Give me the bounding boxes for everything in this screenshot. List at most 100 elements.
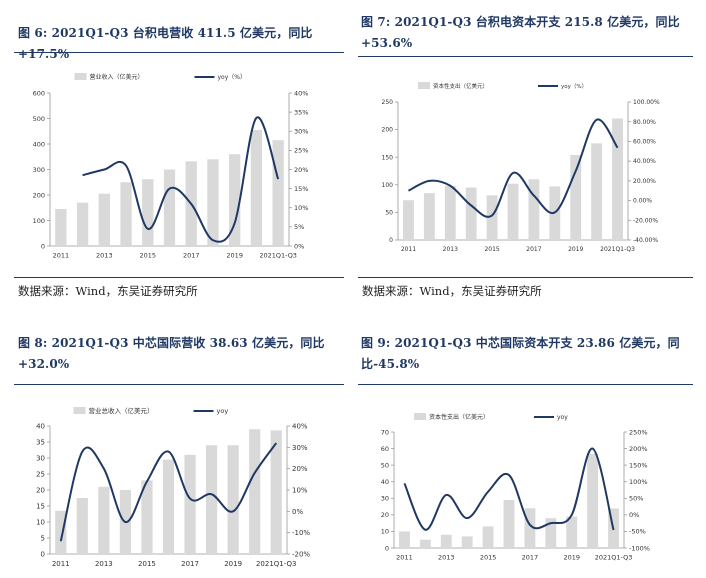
- bar: [524, 508, 536, 548]
- bar: [272, 140, 284, 246]
- legend-label-bar: 资本性支出（亿美元）: [429, 413, 489, 421]
- bar: [545, 518, 557, 548]
- bar: [566, 516, 578, 548]
- y-tick-label-left: 0: [385, 544, 389, 552]
- bar: [229, 154, 241, 246]
- y-tick-label-left: 150: [382, 154, 394, 161]
- y-tick-label-right: 100%: [629, 478, 648, 486]
- y-tick-label-left: 0: [389, 237, 393, 244]
- bar: [55, 209, 67, 246]
- y-tick-label-left: 250: [382, 99, 394, 106]
- bar: [141, 480, 153, 554]
- y-tick-label-left: 200: [382, 127, 394, 134]
- yoy-line: [407, 118, 619, 218]
- y-tick-label-right: 20.00%: [633, 178, 656, 185]
- y-tick-label-left: 35: [36, 438, 45, 446]
- y-tick-label-left: 40: [381, 478, 389, 486]
- x-tick-label: 2015: [480, 554, 497, 562]
- y-tick-label-right: -20%: [292, 550, 310, 558]
- y-tick-label-left: 50: [385, 210, 393, 217]
- title-rule: [14, 52, 344, 53]
- bar: [55, 510, 67, 554]
- bar: [399, 531, 410, 548]
- bar: [440, 534, 452, 548]
- bar: [503, 499, 515, 548]
- legend-label-line: yoy: [557, 414, 568, 421]
- x-tick-label: 2011: [396, 554, 413, 562]
- figure-title: 图 8: 2021Q1-Q3 中芯国际营收 38.63 亿美元，同比+32.0%: [18, 336, 325, 371]
- y-tick-label-right: -50%: [629, 528, 646, 536]
- x-tick-label: 2011: [53, 252, 70, 260]
- y-tick-label-left: 40: [36, 422, 45, 430]
- x-tick-label: 2011: [401, 246, 416, 253]
- bar: [507, 183, 519, 240]
- legend-label-bar: 营业收入（亿美元）: [90, 73, 144, 81]
- x-tick-label: 2021Q1-Q3: [600, 246, 635, 253]
- bar: [482, 526, 494, 548]
- y-tick-label-right: 0%: [629, 511, 639, 519]
- bar: [184, 454, 196, 554]
- y-tick-label-right: 35%: [294, 108, 308, 116]
- bar: [587, 453, 599, 548]
- y-tick-label-left: 300: [33, 166, 45, 174]
- title-rule: [358, 384, 693, 385]
- y-tick-label-right: 25%: [294, 147, 308, 155]
- x-tick-label: 2013: [95, 560, 113, 568]
- y-tick-label-right: 10%: [292, 486, 308, 494]
- source-rule: [358, 277, 693, 278]
- bar: [227, 445, 239, 554]
- bar: [205, 445, 218, 554]
- legend-label-bar: 资本性支出（亿美元）: [433, 82, 488, 90]
- legend-swatch-bar: [414, 413, 426, 420]
- x-tick-label: 2011: [52, 560, 70, 568]
- y-tick-label-left: 70: [381, 428, 389, 436]
- y-tick-label-left: 25: [36, 470, 45, 478]
- bar: [423, 193, 435, 240]
- chart-tsmc-capex: 0 50 100 150 200 250 -40.00% -20.00% 0.00% 20.00%…: [382, 82, 660, 253]
- x-tick-label: 2021Q1-Q3: [595, 554, 633, 562]
- bar: [270, 430, 282, 554]
- yoy-line: [59, 442, 278, 542]
- y-tick-label-right: 20%: [292, 465, 308, 473]
- bar: [444, 185, 456, 240]
- y-tick-label-left: 500: [33, 115, 45, 123]
- x-tick-label: 2019: [224, 560, 242, 568]
- figure-title: 图 9: 2021Q1-Q3 中芯国际资本开支 23.86 亿美元，同比-45.…: [361, 336, 680, 371]
- y-tick-label-left: 20: [36, 486, 45, 494]
- bar: [461, 536, 473, 548]
- bar: [162, 459, 175, 554]
- y-tick-label-right: 5%: [294, 223, 304, 231]
- x-tick-label: 2019: [226, 252, 243, 260]
- bar: [98, 193, 110, 246]
- bar: [98, 486, 110, 554]
- y-tick-label-right: 0.00%: [633, 198, 652, 205]
- bar: [465, 187, 477, 240]
- source-note: 数据来源：Wind，东吴证券研究所: [18, 284, 198, 298]
- x-tick-label: 2019: [568, 246, 583, 253]
- y-tick-label-right: 40.00%: [633, 158, 656, 165]
- y-tick-label-right: 40%: [294, 89, 308, 97]
- x-tick-label: 2015: [138, 560, 156, 568]
- bar: [250, 129, 263, 246]
- legend-label-line: yoy（%）: [561, 83, 587, 90]
- y-tick-label-right: 0%: [292, 508, 303, 516]
- y-tick-label-left: 0: [41, 242, 45, 250]
- y-tick-label-right: 30%: [294, 128, 308, 136]
- y-tick-label-left: 15: [36, 502, 45, 510]
- y-tick-label-left: 600: [33, 89, 45, 97]
- x-tick-label: 2021Q1-Q3: [256, 560, 297, 568]
- bar: [76, 498, 88, 554]
- y-tick-label-left: 10: [36, 518, 45, 526]
- y-tick-label-left: 5: [41, 534, 45, 542]
- legend-swatch-bar: [73, 407, 86, 414]
- y-tick-label-right: 80.00%: [633, 119, 656, 126]
- title-rule: [14, 384, 344, 385]
- y-tick-label-left: 100: [382, 182, 394, 189]
- figure-title: 图 6: 2021Q1-Q3 台积电营收 411.5 亿美元，同比+17.5%: [18, 26, 313, 61]
- y-tick-label-right: 250%: [629, 428, 648, 436]
- x-tick-label: 2019: [563, 554, 580, 562]
- y-tick-label-right: -100%: [629, 544, 650, 552]
- source-rule: [14, 277, 344, 278]
- y-tick-label-right: 50%: [629, 495, 643, 503]
- bar: [570, 154, 582, 240]
